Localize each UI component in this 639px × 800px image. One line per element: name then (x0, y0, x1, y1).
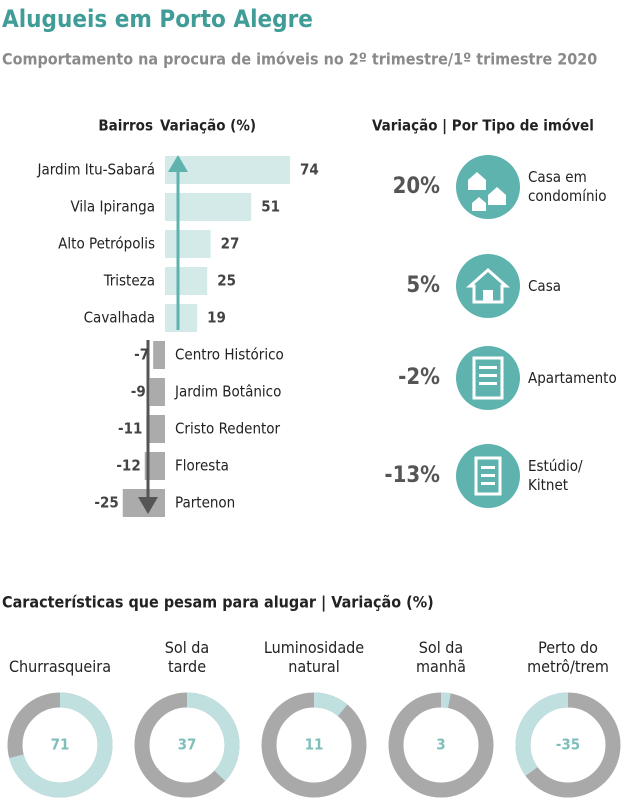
category-label: Jardim Itu-Sabará (37, 161, 155, 179)
value-label: -2% (398, 365, 440, 390)
donut-segment (515, 692, 569, 776)
value-label: 11 (305, 736, 324, 754)
category-label: Estúdio/ Kitnet (528, 457, 583, 494)
category-label: Casa em condomínio (528, 168, 607, 205)
value-label: -9 (131, 383, 146, 401)
value-label: 5% (406, 273, 440, 298)
value-label: 27 (221, 235, 240, 253)
category-label: Cristo Redentor (175, 420, 281, 438)
value-label: -13% (384, 463, 440, 488)
value-label: -11 (118, 420, 142, 438)
value-label: -25 (94, 494, 118, 512)
bar (165, 230, 211, 258)
category-label: Apartamento (528, 368, 617, 387)
bar (153, 341, 165, 369)
column-header: Bairros (98, 117, 153, 135)
type-icons (456, 155, 520, 508)
category-label: Floresta (175, 457, 229, 475)
value-label: 19 (207, 309, 226, 327)
donut-segment (313, 692, 348, 717)
category-label: Sol da tarde (164, 638, 210, 676)
value-label: 71 (51, 736, 70, 754)
category-label: Sol da manhã (416, 638, 466, 676)
column-header: Variação (%) (160, 117, 256, 135)
category-label: Alto Petrópolis (58, 235, 155, 253)
category-label: Centro Histórico (175, 346, 284, 364)
value-label: -12 (116, 457, 140, 475)
category-label: Perto do metrô/trem (527, 638, 609, 676)
category-label: Cavalhada (84, 309, 155, 327)
page-title: Alugueis em Porto Alegre (2, 5, 313, 33)
value-label: 51 (261, 198, 280, 216)
category-label: Luminosidade natural (263, 638, 365, 676)
page-subtitle: Comportamento na procura de imóveis no 2… (2, 50, 597, 69)
category-label: Vila Ipiranga (71, 198, 155, 216)
bar (146, 415, 165, 443)
category-label: Casa (528, 276, 561, 295)
category-label: Churrasqueira (8, 657, 112, 676)
section-title: Variação | Por Tipo de imóvel (372, 117, 594, 136)
bar (144, 452, 165, 480)
value-label: 74 (300, 161, 319, 179)
category-label: Jardim Botânico (174, 383, 281, 401)
bar (165, 304, 198, 332)
value-label: 37 (178, 736, 197, 754)
value-label: -35 (556, 736, 580, 754)
value-label: 20% (393, 174, 441, 199)
section-title: Características que pesam para alugar | … (2, 593, 434, 613)
bar (149, 378, 165, 406)
donut-segment (186, 692, 240, 781)
value-label: -7 (134, 346, 149, 364)
value-label: 25 (217, 272, 236, 290)
donut-segment (440, 692, 451, 709)
category-label: Tristeza (103, 272, 155, 290)
bar (165, 267, 208, 295)
category-label: Partenon (175, 494, 235, 512)
trend-arrows (138, 155, 188, 514)
value-label: 3 (436, 736, 445, 754)
donut-segment (9, 692, 113, 798)
